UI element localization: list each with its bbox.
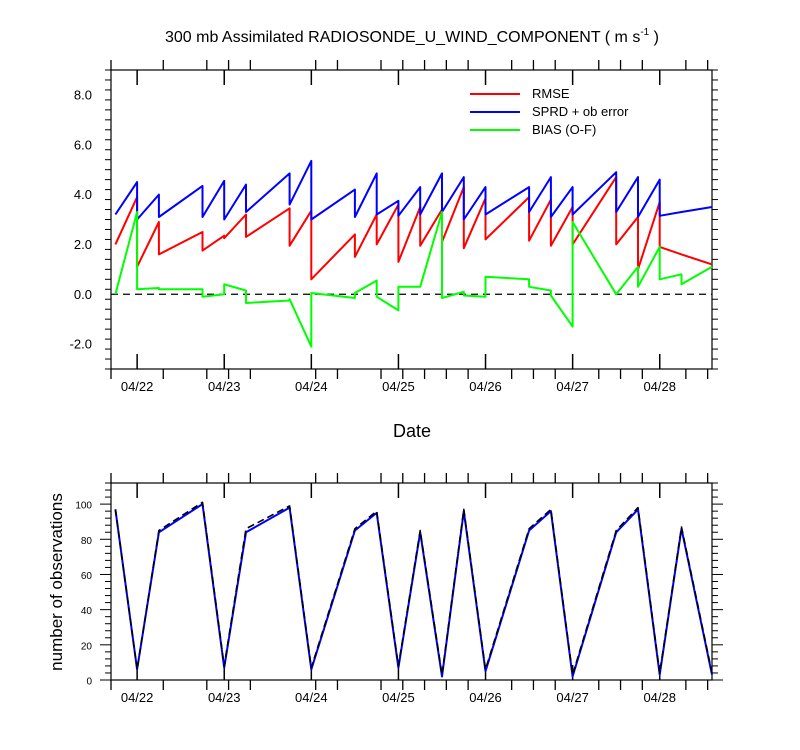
series-line-bias-o-f [114,211,713,348]
x-tick-label: 04/28 [643,379,676,394]
top-tick-labels: 04/22 04/23 04/24 04/25 04/26 04/27 04/28 -2.0 0… [70,87,676,394]
x-tick-label: 04/28 [643,690,676,705]
y-tick-label: 0 [86,677,92,688]
x-tick-label: 04/22 [121,379,154,394]
x-axis-label: Date [393,421,431,441]
series-line-sprd-ob-error [114,159,713,221]
chart-title: 300 mb Assimilated RADIOSONDE_U_WIND_COM… [165,27,659,46]
y-tick-label: 20 [81,641,93,652]
y-tick-label: 6.0 [74,137,92,152]
top-ticks [105,60,718,379]
y-tick-label: 0.0 [74,287,92,302]
y-tick-label: 2.0 [74,237,92,252]
chart-title-sup: -1 [640,27,649,38]
x-tick-label: 04/27 [556,379,589,394]
bottom-chart-panel: 04/22 04/23 04/24 04/25 04/26 04/27 04/28 0 20 40… [47,473,723,705]
legend-sprd-label: SPRD + ob error [532,104,629,119]
bottom-series-group [114,501,713,678]
x-tick-label: 04/27 [556,690,589,705]
x-tick-label: 04/24 [295,379,328,394]
y-tick-label: 80 [81,536,93,547]
x-tick-label: 04/26 [469,690,502,705]
series-line-observations [114,503,713,678]
y-axis-label-observations: number of observations [47,493,66,671]
series-line-rmse [114,176,713,281]
chart-title-end: ) [649,29,659,46]
x-tick-label: 04/23 [208,379,241,394]
legend-bias-label: BIAS (O-F) [532,122,596,137]
legend: RMSE SPRD + ob error BIAS (O-F) [470,86,629,137]
x-tick-label: 04/23 [208,690,241,705]
top-chart-panel: 04/22 04/23 04/24 04/25 04/26 04/27 04/28 -2.0 0… [70,60,718,441]
bottom-tick-labels: 04/22 04/23 04/24 04/25 04/26 04/27 04/28 0 20 40… [75,501,676,705]
x-tick-label: 04/25 [382,690,415,705]
legend-rmse-label: RMSE [532,86,570,101]
y-tick-label: 60 [81,571,93,582]
series-line-observations-dashed [114,501,713,676]
top-series-group [111,159,713,348]
x-tick-label: 04/26 [469,379,502,394]
x-tick-label: 04/24 [295,690,328,705]
x-tick-label: 04/25 [382,379,415,394]
y-tick-label: -2.0 [70,337,92,352]
x-tick-label: 04/22 [121,690,154,705]
y-tick-label: 8.0 [74,87,92,102]
y-tick-label: 100 [75,501,92,512]
y-tick-label: 4.0 [74,187,92,202]
bottom-ticks [100,473,723,690]
chart-title-main: 300 mb Assimilated RADIOSONDE_U_WIND_COM… [165,29,640,46]
y-tick-label: 40 [81,606,93,617]
